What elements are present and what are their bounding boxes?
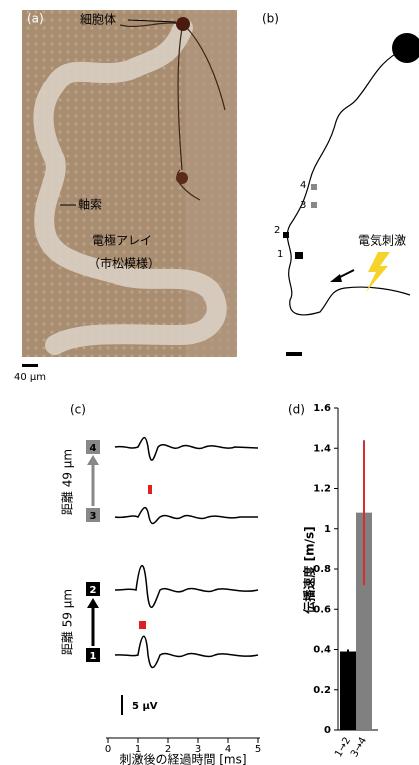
panel-label: (c)	[70, 403, 86, 417]
panel-b: (b) 4 3 2 1 電気刺激	[262, 12, 419, 357]
cell-cluster	[176, 172, 188, 184]
delay-marker	[139, 621, 146, 629]
x-tick-label: 4	[225, 744, 231, 755]
x-tick-label: 3→4	[349, 736, 369, 760]
delay-marker	[148, 485, 152, 494]
y-tick-label: 0.4	[313, 645, 331, 656]
waveform	[115, 508, 258, 524]
waveform	[115, 566, 258, 608]
panel-c: (c) 4 3 2 1 距離 49 µm 距離 59 µm 5 µV 刺激後の経…	[61, 403, 262, 765]
electrode-label: 3	[300, 200, 306, 211]
electrode-marker	[283, 232, 289, 238]
x-tick-label: 2	[165, 744, 171, 755]
x-tick-label: 1	[135, 744, 141, 755]
electrode-marker	[311, 202, 317, 208]
soma	[176, 17, 190, 31]
x-tick-label: 3	[195, 744, 201, 755]
figure: (a) 細胞体 軸索 電極アレイ （市松模様） 40 µm (b) 4 3 2 …	[0, 0, 419, 765]
electrode-label: 3	[90, 511, 97, 522]
scale-bar	[22, 364, 38, 367]
annotation: 電極アレイ	[92, 234, 152, 248]
panel-d: (d) 伝播速度 [m/s] 00.20.40.60.811.21.41.61→…	[288, 403, 378, 760]
annotation: （市松模様）	[88, 257, 160, 271]
electrode-marker	[311, 184, 317, 190]
arrowhead	[87, 598, 99, 608]
electrode-label: 1	[277, 249, 283, 260]
electrode-label: 1	[90, 651, 97, 662]
y-tick-label: 0.2	[313, 685, 331, 696]
annotation: 電気刺激	[358, 233, 406, 248]
y-tick-label: 1.2	[313, 484, 331, 495]
electrode-marker	[295, 252, 303, 259]
y-tick-label: 1.4	[313, 443, 331, 454]
y-tick-label: 1.6	[313, 403, 331, 414]
y-tick-label: 0.8	[313, 564, 331, 575]
electrode-label: 2	[274, 225, 280, 236]
arrowhead	[330, 274, 342, 282]
x-tick-label: 5	[255, 744, 261, 755]
bar	[340, 652, 356, 730]
scale-bar	[286, 352, 302, 356]
panel-label: (d)	[288, 403, 305, 417]
scale-label: 5 µV	[132, 701, 158, 712]
y-tick-label: 0.6	[313, 604, 331, 615]
distance-label: 距離 49 µm	[61, 449, 75, 515]
panel-a: (a) 細胞体 軸索 電極アレイ （市松模様） 40 µm	[14, 10, 237, 383]
soma	[392, 33, 419, 63]
waveform	[115, 636, 258, 667]
electrode-label: 4	[90, 443, 97, 454]
y-tick-label: 1	[324, 524, 331, 535]
waveform	[115, 438, 258, 460]
x-tick-label: 1→2	[333, 736, 353, 760]
electrode-label: 2	[90, 585, 97, 596]
x-tick-label: 0	[105, 744, 111, 755]
annotation: 細胞体	[80, 12, 116, 27]
scale-label: 40 µm	[14, 372, 46, 383]
y-tick-label: 0	[324, 725, 331, 736]
lightning-icon	[366, 252, 390, 292]
annotation: 軸索	[78, 198, 102, 212]
electrode-label: 4	[300, 180, 306, 191]
arrowhead	[87, 455, 99, 465]
panel-label: (a)	[27, 12, 44, 26]
distance-label: 距離 59 µm	[61, 589, 75, 655]
panel-label: (b)	[262, 12, 279, 26]
